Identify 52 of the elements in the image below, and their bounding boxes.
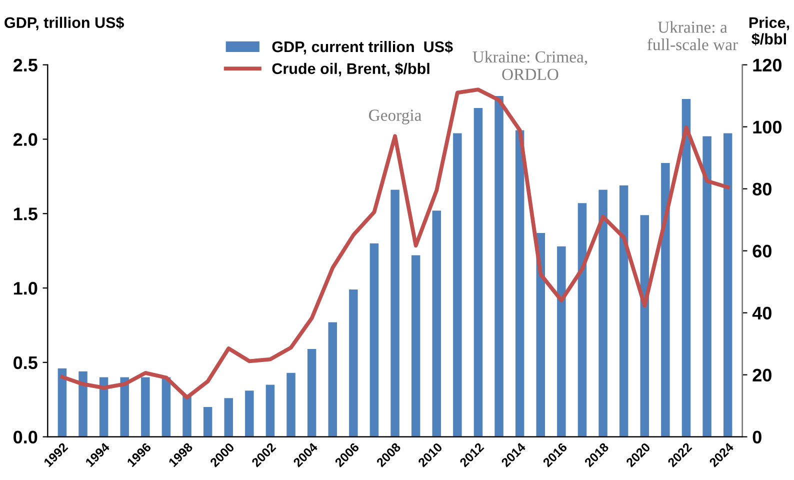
bar xyxy=(702,136,712,437)
y2-tick-label: 60 xyxy=(752,244,772,258)
y2-axis-title: Price, $/bbl xyxy=(749,16,790,46)
y2-tick-label: 20 xyxy=(752,368,772,382)
bar xyxy=(411,255,420,437)
y-tick-label: 0.5 xyxy=(14,356,38,370)
bar xyxy=(58,368,67,437)
line-series xyxy=(60,88,730,400)
bar xyxy=(640,215,649,437)
bar xyxy=(370,243,379,437)
bar xyxy=(224,398,233,437)
bar xyxy=(182,395,192,437)
bar xyxy=(578,203,587,437)
bar xyxy=(661,163,670,437)
y-axis-title: GDP, trillion US$ xyxy=(4,16,124,30)
text: Ukraine: a full-scale war xyxy=(647,21,738,50)
bar xyxy=(474,108,483,437)
legend-label: Crude oil, Brent, $/bbl xyxy=(272,62,430,76)
y-tick-label: 0.0 xyxy=(14,430,38,444)
bar xyxy=(453,133,462,437)
y-tick-label: 1.5 xyxy=(14,208,38,220)
annotation: Georgia xyxy=(369,110,422,124)
bar xyxy=(245,390,254,437)
y2-tick-label: 100 xyxy=(753,120,782,134)
bar xyxy=(203,407,212,437)
bar xyxy=(494,96,504,437)
bar xyxy=(723,133,732,437)
bar xyxy=(432,210,441,437)
bar xyxy=(120,377,129,437)
y2-tick-label: 0 xyxy=(752,430,762,444)
y2-tick-label: 40 xyxy=(752,306,772,320)
y2-tick-label: 80 xyxy=(752,182,772,196)
bar xyxy=(328,322,337,437)
y2-tick-label: 120 xyxy=(753,58,782,72)
bar xyxy=(682,99,691,437)
bar xyxy=(78,371,88,437)
bar xyxy=(349,289,358,437)
bar xyxy=(557,246,566,437)
bar xyxy=(515,130,524,437)
bar xyxy=(266,384,275,437)
y-tick-label: 2.0 xyxy=(13,133,38,146)
bar xyxy=(390,190,400,437)
bar xyxy=(286,372,296,437)
y-tick-label: 2.5 xyxy=(13,58,38,72)
bar xyxy=(619,185,628,437)
annotation: Ukraine: Crimea, ORDLO xyxy=(472,50,588,80)
bar xyxy=(141,377,150,437)
bar xyxy=(307,349,316,437)
bar xyxy=(162,377,171,437)
bar xyxy=(598,190,608,437)
y-tick-label: 1.0 xyxy=(14,282,38,295)
legend-label: GDP, current trillion US$ xyxy=(272,40,453,54)
